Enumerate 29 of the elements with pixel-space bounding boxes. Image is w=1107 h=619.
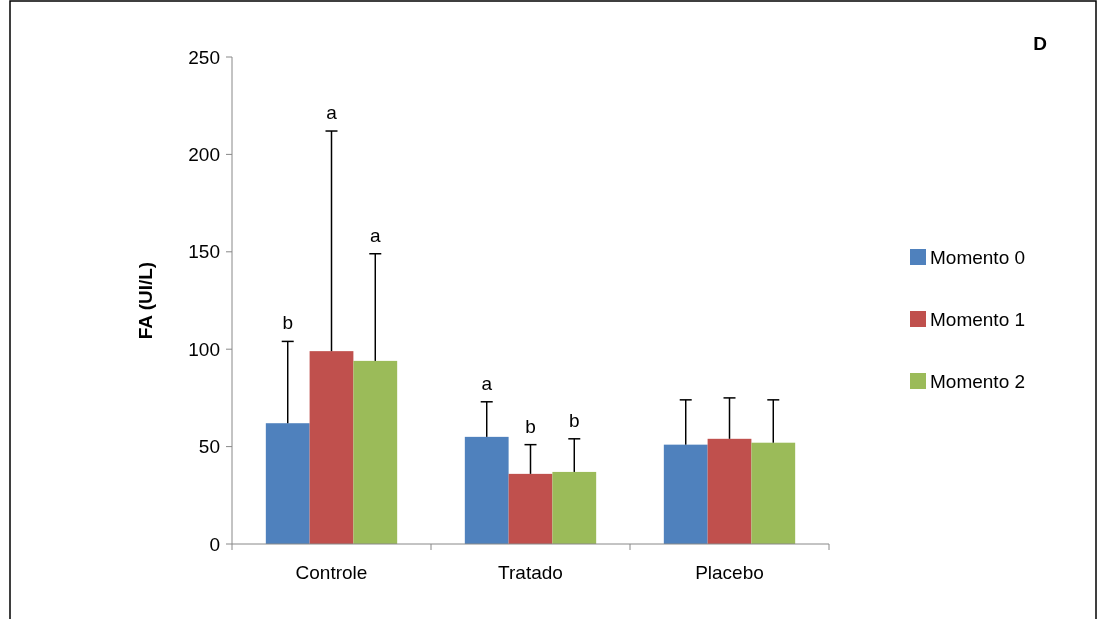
y-tick-label: 150 bbox=[188, 241, 220, 263]
bar bbox=[309, 351, 354, 544]
annotation: a bbox=[326, 102, 338, 124]
y-axis-title: FA (UI/L) bbox=[135, 261, 156, 340]
x-tick-label: Controle bbox=[295, 562, 368, 583]
y-tick-label: 250 bbox=[188, 46, 220, 68]
bar bbox=[751, 442, 796, 544]
annotation: a bbox=[369, 224, 381, 246]
legend-label: Momento 1 bbox=[930, 308, 1026, 330]
bar bbox=[353, 360, 398, 544]
annotation: b bbox=[568, 409, 580, 431]
bar bbox=[552, 471, 597, 544]
bar bbox=[707, 438, 752, 544]
x-tick-label: Tratado bbox=[498, 562, 563, 583]
annotation: b bbox=[282, 312, 294, 334]
x-tick-label: Placebo bbox=[695, 562, 764, 583]
legend-label: Momento 0 bbox=[930, 246, 1026, 268]
text: D bbox=[1033, 33, 1047, 54]
bar bbox=[265, 423, 310, 544]
annotation: b bbox=[525, 415, 536, 437]
y-tick-label: 0 bbox=[209, 533, 220, 555]
legend-label: Momento 2 bbox=[930, 370, 1026, 392]
bar bbox=[663, 444, 708, 544]
bar bbox=[464, 436, 509, 544]
y-tick-label: 100 bbox=[188, 338, 220, 360]
y-tick-label: 50 bbox=[198, 436, 220, 458]
bar bbox=[508, 473, 553, 544]
annotation: a bbox=[481, 372, 493, 394]
y-tick-label: 200 bbox=[188, 144, 220, 166]
